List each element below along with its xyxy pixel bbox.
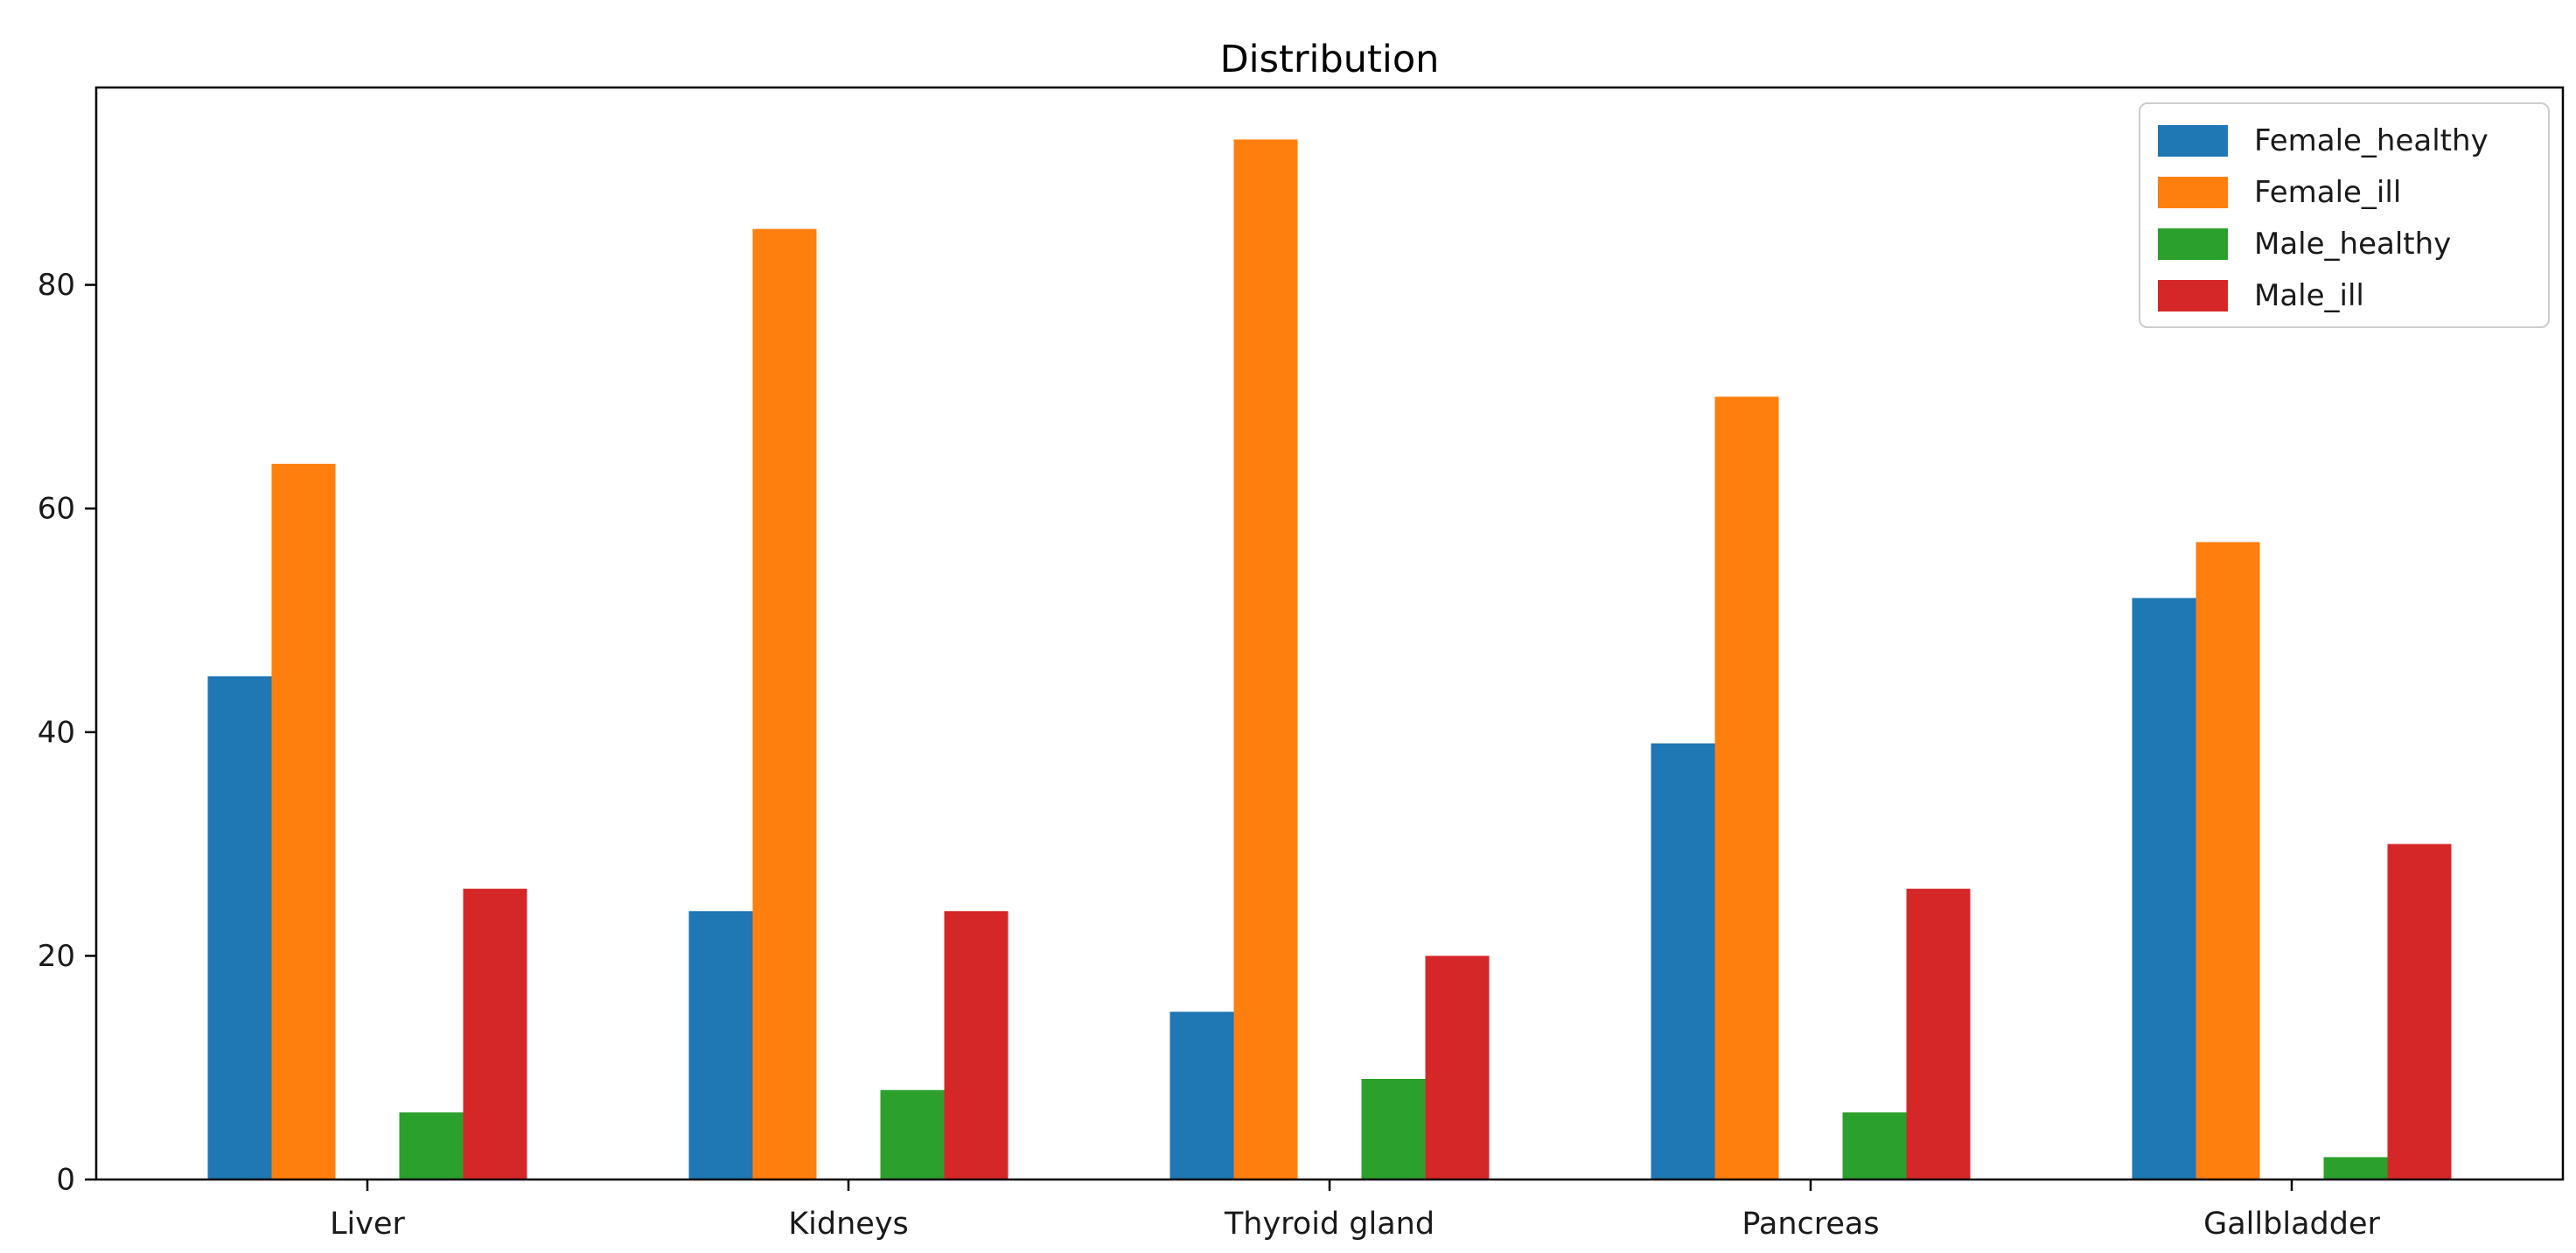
x-tick-label-pancreas: Pancreas [1742,1207,1879,1242]
bar-female-ill-pancreas [1714,396,1779,1180]
legend-label-female-ill: Female_ill [2254,174,2402,210]
legend-item-female-ill: Female_ill [2158,166,2548,218]
bar-female-ill-thyroid-gland [1233,139,1298,1180]
bar-female-healthy-gallbladder [2132,598,2196,1180]
bar-female-ill-liver [271,464,336,1180]
y-tick-label-0: 0 [56,1163,75,1198]
y-tick-label-80: 80 [38,268,75,303]
y-tick-label-60: 60 [38,492,75,527]
legend-item-male-ill: Male_ill [2158,270,2548,321]
x-tick-label-liver: Liver [330,1207,405,1242]
legend-item-male-healthy: Male_healthy [2158,218,2548,270]
y-tick-label-20: 20 [38,939,75,974]
legend: Female_healthy Female_ill Male_healthy Male… [2139,102,2550,328]
legend-label-male-ill: Male_ill [2254,277,2364,313]
bar-female-ill-kidneys [752,228,817,1180]
bar-male-ill-pancreas [1906,888,1971,1180]
legend-label-female-healthy: Female_healthy [2254,122,2489,158]
legend-label-male-healthy: Male_healthy [2254,226,2452,262]
x-tick-label-kidneys: Kidneys [788,1207,909,1242]
bar-male-ill-liver [463,888,527,1180]
bar-female-healthy-kidneys [688,911,753,1180]
bar-male-ill-thyroid-gland [1425,956,1490,1180]
bar-male-ill-kidneys [944,911,1009,1180]
bar-male-healthy-thyroid-gland [1361,1078,1426,1180]
x-tick-label-gallbladder: Gallbladder [2203,1207,2380,1242]
legend-swatch-icon-male-healthy [2158,228,2228,260]
legend-swatch-icon-female-ill [2158,176,2228,208]
bar-female-ill-gallbladder [2196,542,2260,1180]
bar-female-healthy-pancreas [1651,743,1715,1180]
bar-male-ill-gallbladder [2387,844,2452,1180]
legend-item-female-healthy: Female_healthy [2158,115,2548,166]
bar-male-healthy-gallbladder [2323,1157,2388,1180]
bar-male-healthy-pancreas [1842,1112,1907,1180]
y-tick-label-40: 40 [38,715,75,750]
chart-title: Distribution [1220,38,1440,81]
bar-male-healthy-liver [399,1112,464,1180]
x-tick-label-thyroid-gland: Thyroid gland [1224,1207,1435,1242]
bar-female-healthy-thyroid-gland [1169,1012,1234,1180]
bar-female-healthy-liver [207,676,272,1180]
legend-swatch-icon-male-ill [2158,279,2228,312]
bar-male-healthy-kidneys [880,1089,945,1180]
legend-swatch-icon-female-healthy [2158,124,2228,157]
